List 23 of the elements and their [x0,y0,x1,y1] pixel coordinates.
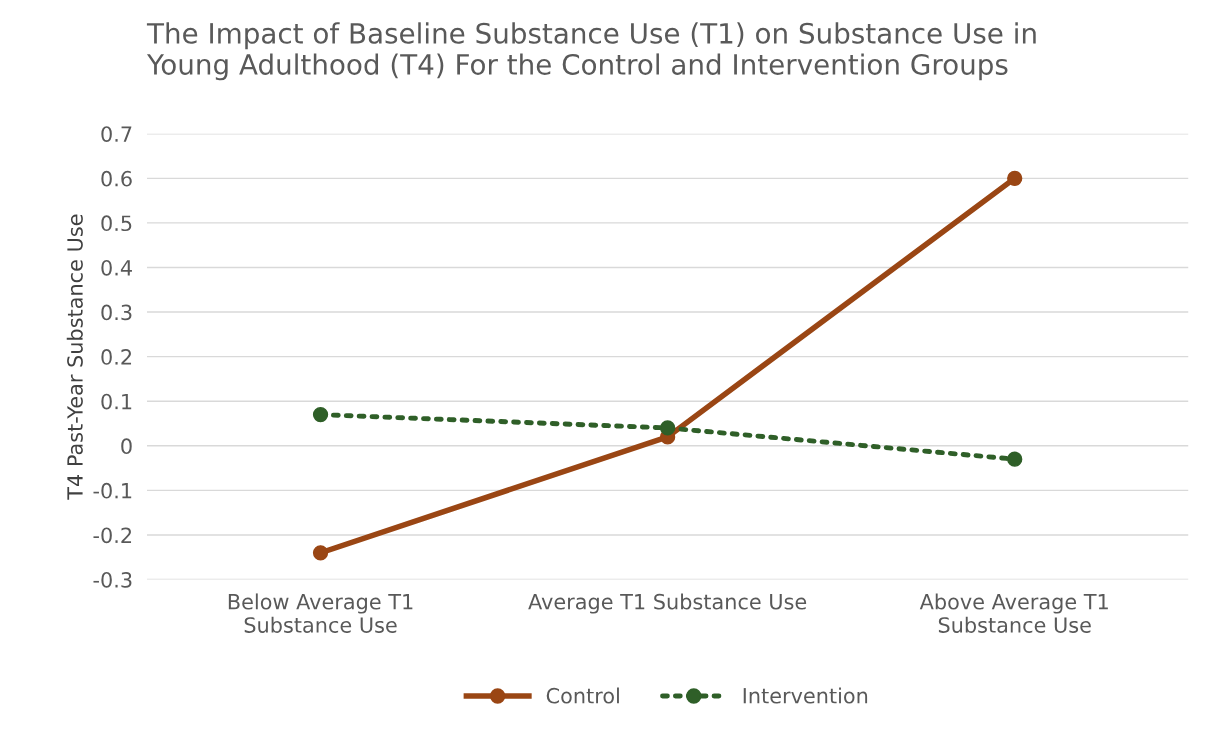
point [312,545,329,561]
x-tick-label: Average T1 Substance Use [528,593,807,614]
y-tick-label: 0.6 [101,170,132,187]
legend-label: Intervention [743,687,868,704]
legend-label: Control [546,687,619,704]
y-tick-label: 0.3 [101,304,132,321]
y-tick-label: -0.1 [93,482,132,499]
point [1007,451,1023,467]
y-tick-label: 0.2 [101,349,132,365]
chart-title: The Impact of Baseline Substance Use (T1) on Substance Use in Young Adulthood (T4) For the Control and Intervention Groups [146,22,1036,81]
y-tick-label: 0.7 [101,126,132,142]
y-tick-label: 0.4 [101,259,132,276]
x-tick-label: Above Average T1 Substance Use [919,593,1108,633]
y-tick-label: 0.1 [101,393,132,410]
point [659,420,676,436]
y-tick-label: 0.5 [101,215,132,232]
x-tick-label: Below Average T1 Substance Use [228,593,413,633]
y-tick-label: -0.3 [93,571,132,588]
point [1007,170,1023,186]
y-axis-title: T4 Past-Year Substance Use [66,214,83,500]
point [312,406,329,423]
y-tick-label: -0.2 [93,527,132,544]
y-tick-label: 0 [121,438,132,455]
